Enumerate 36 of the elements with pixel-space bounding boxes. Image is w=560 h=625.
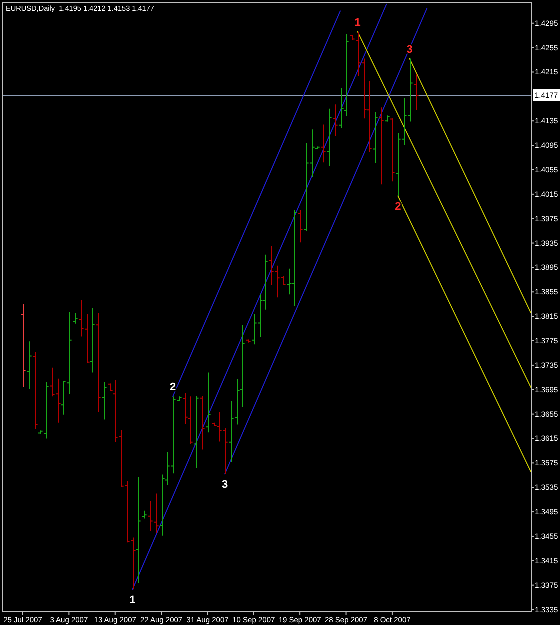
annotation: 2	[395, 201, 402, 214]
annotation: 2	[170, 382, 176, 394]
candlestick	[372, 112, 378, 164]
candlestick	[136, 476, 142, 584]
candlestick	[344, 34, 350, 117]
candlestick	[326, 108, 332, 167]
candlestick	[72, 313, 78, 324]
candlestick	[414, 74, 420, 111]
candlestick	[90, 308, 96, 374]
candlestick	[44, 381, 50, 440]
annotation: 1	[130, 594, 136, 607]
candlestick	[20, 304, 26, 388]
candlestick	[194, 395, 200, 469]
candlestick	[298, 210, 304, 244]
candlestick	[206, 372, 212, 434]
candlestick	[130, 537, 136, 590]
annotation: 1	[354, 16, 361, 29]
candlestick	[102, 381, 108, 420]
annotation: 3	[222, 479, 228, 492]
candlestick	[378, 107, 384, 186]
candlestick	[50, 367, 56, 398]
candlestick	[66, 312, 72, 395]
candlestick	[96, 313, 102, 413]
candlestick	[154, 493, 160, 534]
candlestick	[188, 396, 194, 445]
candlestick	[148, 500, 154, 532]
candlestick	[56, 378, 62, 424]
candlestick	[332, 104, 338, 137]
candlestick	[200, 395, 206, 450]
candlestick	[338, 88, 344, 129]
candlestick	[320, 124, 326, 164]
candlestick	[160, 474, 166, 536]
candlestick	[182, 393, 188, 425]
candlestick	[390, 118, 396, 182]
candlestick	[60, 381, 66, 416]
candlestick	[26, 341, 32, 390]
